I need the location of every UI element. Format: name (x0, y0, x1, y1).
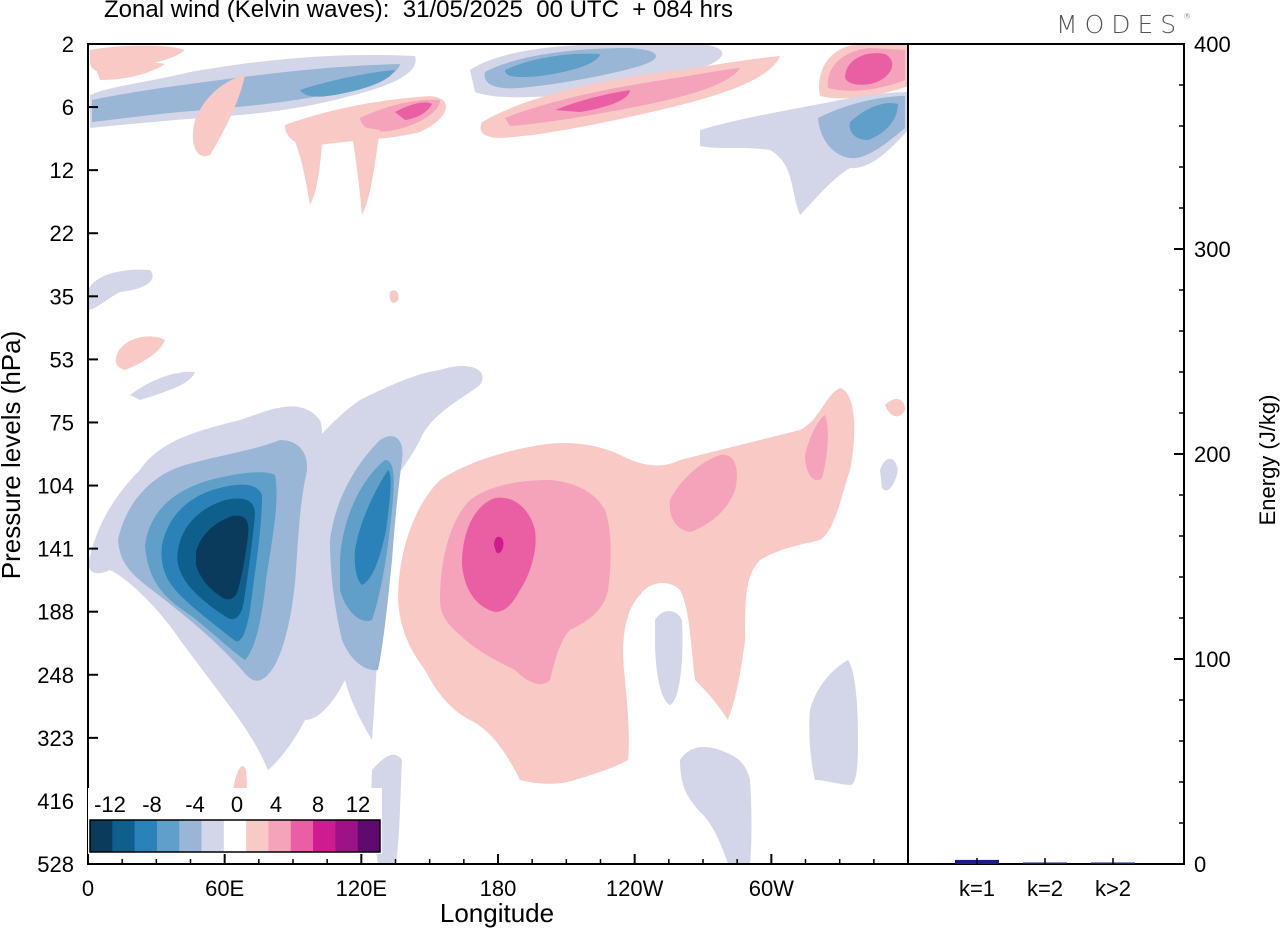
colorbar-swatch (357, 820, 381, 852)
contour-lav-spot-2 (130, 371, 195, 400)
colorbar-border (89, 819, 381, 853)
energy-tick-label: 0 (1194, 852, 1206, 877)
contour-neg-m3 (354, 470, 391, 585)
colorbar: -12 -8 -4 0 4 8 12 (88, 788, 382, 854)
colorbar-swatch (223, 820, 247, 852)
x-tick-label: 0 (82, 876, 94, 901)
y-tick-label: 416 (37, 789, 74, 814)
colorbar-swatch (134, 820, 158, 852)
colorbar-swatch (246, 820, 269, 852)
y-axis: 2 6 12 22 35 53 75 104 141 188 248 323 416 528 (37, 32, 98, 877)
contour-neg-lobe-2 (680, 747, 752, 864)
colorbar-swatch (179, 820, 203, 852)
registered-mark: ® (1183, 12, 1192, 21)
contour-pos-p1b (885, 398, 905, 417)
energy-tick-label: 300 (1194, 237, 1231, 262)
y-tick-label: 141 (37, 537, 74, 562)
colorbar-label: 8 (312, 792, 324, 817)
y-tick-label: 248 (37, 663, 74, 688)
contour-upper-band-blue-core (300, 70, 395, 97)
colorbar-swatch (201, 820, 225, 852)
y-axis-label: Pressure levels (hPa) (0, 331, 26, 580)
x-axis-label: Longitude (440, 898, 554, 928)
energy-axis-label: Energy (J/kg) (1255, 395, 1280, 526)
contour-upper-pink-drip (290, 130, 322, 205)
contour-field (88, 44, 908, 864)
y-tick-label: 75 (50, 410, 74, 435)
energy-tick-label: 200 (1194, 442, 1231, 467)
x-tick-label: 120E (336, 876, 387, 901)
contour-pink-spot-1 (115, 336, 165, 370)
brand-name: MODES (1056, 10, 1184, 39)
contour-pos-p2b (669, 454, 737, 532)
contour-top-right-pink-3 (845, 53, 893, 85)
energy-bars: k=1 k=2 k>2 (955, 858, 1135, 901)
contour-upper-band-blue (92, 64, 400, 122)
contour-top-mid-blue-2 (505, 53, 600, 78)
modes-logo: MODES® (1056, 10, 1191, 39)
colorbar-swatch (268, 820, 292, 852)
x-tick-label: 180 (480, 876, 517, 901)
contour-upper-pink-drip-2 (192, 75, 245, 157)
colorbar-label: -4 (185, 792, 205, 817)
energy-category-label: k=1 (959, 876, 995, 901)
y-tick-label: 6 (62, 95, 74, 120)
y-tick-label: 2 (62, 32, 74, 57)
colorbar-swatch (290, 820, 314, 852)
energy-panel-frame (907, 43, 1185, 865)
colorbar-label: -12 (94, 792, 126, 817)
energy-category-label: k=2 (1027, 876, 1063, 901)
x-axis: 0 60E 120E 180 120W 60W (82, 854, 875, 901)
contour-pos-p4 (494, 536, 504, 554)
y-tick-label: 323 (37, 726, 74, 751)
colorbar-label: 0 (231, 792, 243, 817)
chart-title: Zonal wind (Kelvin waves): 31/05/2025 00… (104, 0, 733, 23)
colorbar-swatch (335, 820, 359, 852)
contour-neg-l5 (196, 515, 249, 600)
contour-pink-spot-2 (389, 290, 399, 303)
colorbar-label: -8 (142, 792, 162, 817)
colorbar-swatch (313, 820, 336, 852)
contour-neg-lobe-3 (809, 660, 858, 785)
energy-axis: 0 100 200 300 400 (1174, 32, 1231, 877)
energy-category-label: k>2 (1095, 876, 1131, 901)
colorbar-swatch (156, 820, 180, 852)
y-tick-label: 528 (37, 852, 74, 877)
contour-top-right-blue-2 (849, 102, 898, 140)
contour-upper-pink-drip-3 (350, 125, 380, 215)
contour-lav-spot-1 (88, 269, 153, 310)
contour-upper-pink-left-3 (395, 102, 432, 120)
x-tick-label: 60W (749, 876, 794, 901)
contour-neg-lobe-1 (655, 611, 683, 705)
y-tick-label: 35 (50, 284, 74, 309)
x-tick-label: 60E (205, 876, 244, 901)
colorbar-swatch (112, 820, 136, 852)
contour-top-left-pink-2 (95, 61, 165, 80)
energy-tick-label: 400 (1194, 32, 1231, 57)
contour-pos-p3 (462, 497, 536, 612)
colorbar-swatch (90, 820, 113, 852)
contour-neg-lobe-4 (880, 458, 898, 491)
y-tick-label: 188 (37, 600, 74, 625)
y-tick-label: 104 (37, 474, 74, 499)
colorbar-label: 12 (346, 792, 370, 817)
x-tick-label: 120W (606, 876, 664, 901)
y-tick-label: 12 (50, 158, 74, 183)
energy-tick-label: 100 (1194, 647, 1231, 672)
contour-mid-pink-band-3 (555, 90, 630, 112)
contour-pos-p2c (805, 415, 828, 481)
y-tick-label: 53 (50, 347, 74, 372)
y-tick-label: 22 (50, 221, 74, 246)
colorbar-label: 4 (270, 792, 282, 817)
